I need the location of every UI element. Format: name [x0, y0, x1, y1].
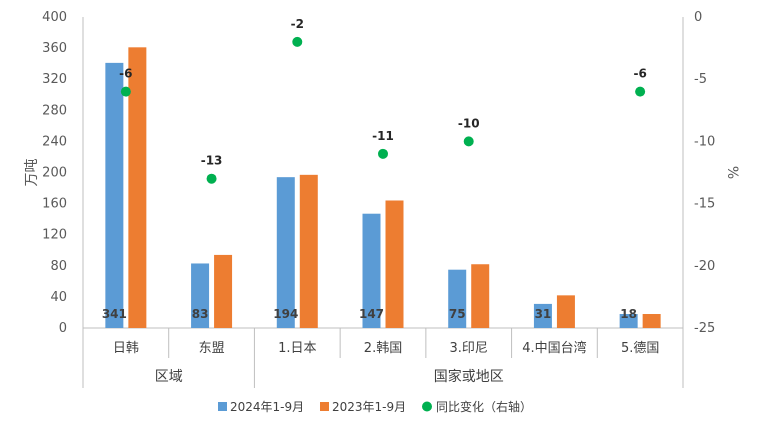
bar-2024 — [448, 269, 467, 328]
yoy-value-label: -2 — [291, 17, 304, 31]
yoy-point — [206, 173, 217, 184]
bar-2024 — [276, 177, 295, 328]
category-label: 3.印尼 — [450, 341, 488, 356]
yoy-point — [635, 86, 646, 97]
y-tick-label: 240 — [42, 134, 67, 149]
bar-2024 — [619, 314, 638, 328]
category-label: 1.日本 — [278, 341, 316, 356]
bar-value-label: 18 — [620, 307, 637, 321]
y-tick-label: 400 — [42, 10, 67, 25]
legend-label-2024: 2024年1-9月 — [230, 400, 304, 414]
bar-2023 — [385, 200, 404, 328]
category-label: 4.中国台湾 — [522, 340, 586, 356]
yoy-point — [120, 86, 131, 97]
y-tick-label: 80 — [50, 259, 67, 274]
y2-tick-label: -25 — [694, 321, 715, 336]
yoy-value-label: -11 — [372, 129, 394, 143]
y2-axis-title: % — [724, 166, 740, 179]
group-label: 区域 — [155, 369, 183, 385]
y2-tick-label: -15 — [694, 197, 715, 212]
y-tick-label: 320 — [42, 72, 67, 87]
y2-tick-label: 0 — [694, 10, 702, 25]
bar-value-label: 341 — [102, 307, 127, 321]
bar-value-label: 194 — [273, 307, 298, 321]
y2-tick-label: -10 — [694, 134, 715, 149]
bar-2024 — [533, 303, 552, 328]
bar-2024 — [105, 62, 124, 329]
yoy-point — [378, 148, 388, 159]
bar-2023 — [128, 47, 147, 328]
group-labels: 区域 国家或地区 — [155, 368, 504, 385]
y-tick-label: 360 — [42, 41, 67, 56]
points: -6 -13 -2 -11 -10 -6 — [119, 17, 647, 184]
category-label: 东盟 — [199, 341, 225, 356]
yoy-value-label: -13 — [201, 154, 223, 168]
bar-2023 — [214, 254, 233, 328]
bar-2023 — [299, 174, 318, 328]
category-labels: 日韩 东盟 1.日本 2.韩国 3.印尼 4.中国台湾 5.德国 — [113, 340, 659, 356]
category-label: 2.韩国 — [364, 341, 402, 356]
legend-label-2023: 2023年1-9月 — [332, 400, 406, 414]
legend-swatch-2024 — [218, 402, 227, 411]
legend-swatch-yoy — [422, 401, 432, 412]
y-tick-label: 200 — [42, 166, 67, 181]
bar-2023 — [556, 295, 575, 328]
y-tick-label: 40 — [50, 290, 67, 305]
bar-2024 — [191, 263, 210, 328]
yoy-value-label: -6 — [633, 67, 646, 81]
bar-2024 — [362, 213, 381, 328]
yoy-point — [463, 136, 474, 147]
right-axis-ticks: 0 -5 -10 -15 -20 -25 — [694, 10, 715, 336]
bar-2023 — [471, 264, 490, 328]
y-tick-label: 0 — [59, 321, 67, 336]
axes — [82, 17, 684, 388]
bars: 341 83 194 147 75 31 18 — [102, 47, 661, 329]
bar-value-label: 147 — [359, 307, 384, 321]
bar-value-label: 83 — [192, 307, 209, 321]
bar-2023 — [642, 314, 661, 328]
y2-tick-label: -5 — [694, 72, 707, 87]
y2-tick-label: -20 — [694, 259, 715, 274]
bar-value-label: 31 — [535, 307, 552, 321]
category-label: 日韩 — [113, 341, 139, 356]
group-label: 国家或地区 — [434, 368, 504, 385]
yoy-value-label: -6 — [119, 67, 132, 81]
y-tick-label: 280 — [42, 103, 67, 118]
category-label: 5.德国 — [621, 341, 659, 356]
legend: 2024年1-9月 2023年1-9月 同比变化（右轴） — [218, 399, 532, 414]
legend-label-yoy: 同比变化（右轴） — [436, 399, 532, 414]
y-axis-title: 万吨 — [24, 159, 40, 187]
y-tick-label: 120 — [42, 228, 67, 243]
bar-value-label: 75 — [449, 307, 466, 321]
y-tick-label: 160 — [42, 197, 67, 212]
left-axis-ticks: 0 40 80 120 160 200 240 280 320 360 400 — [42, 10, 67, 336]
yoy-value-label: -10 — [458, 116, 480, 130]
legend-swatch-2023 — [320, 402, 329, 411]
yoy-point — [292, 36, 303, 47]
